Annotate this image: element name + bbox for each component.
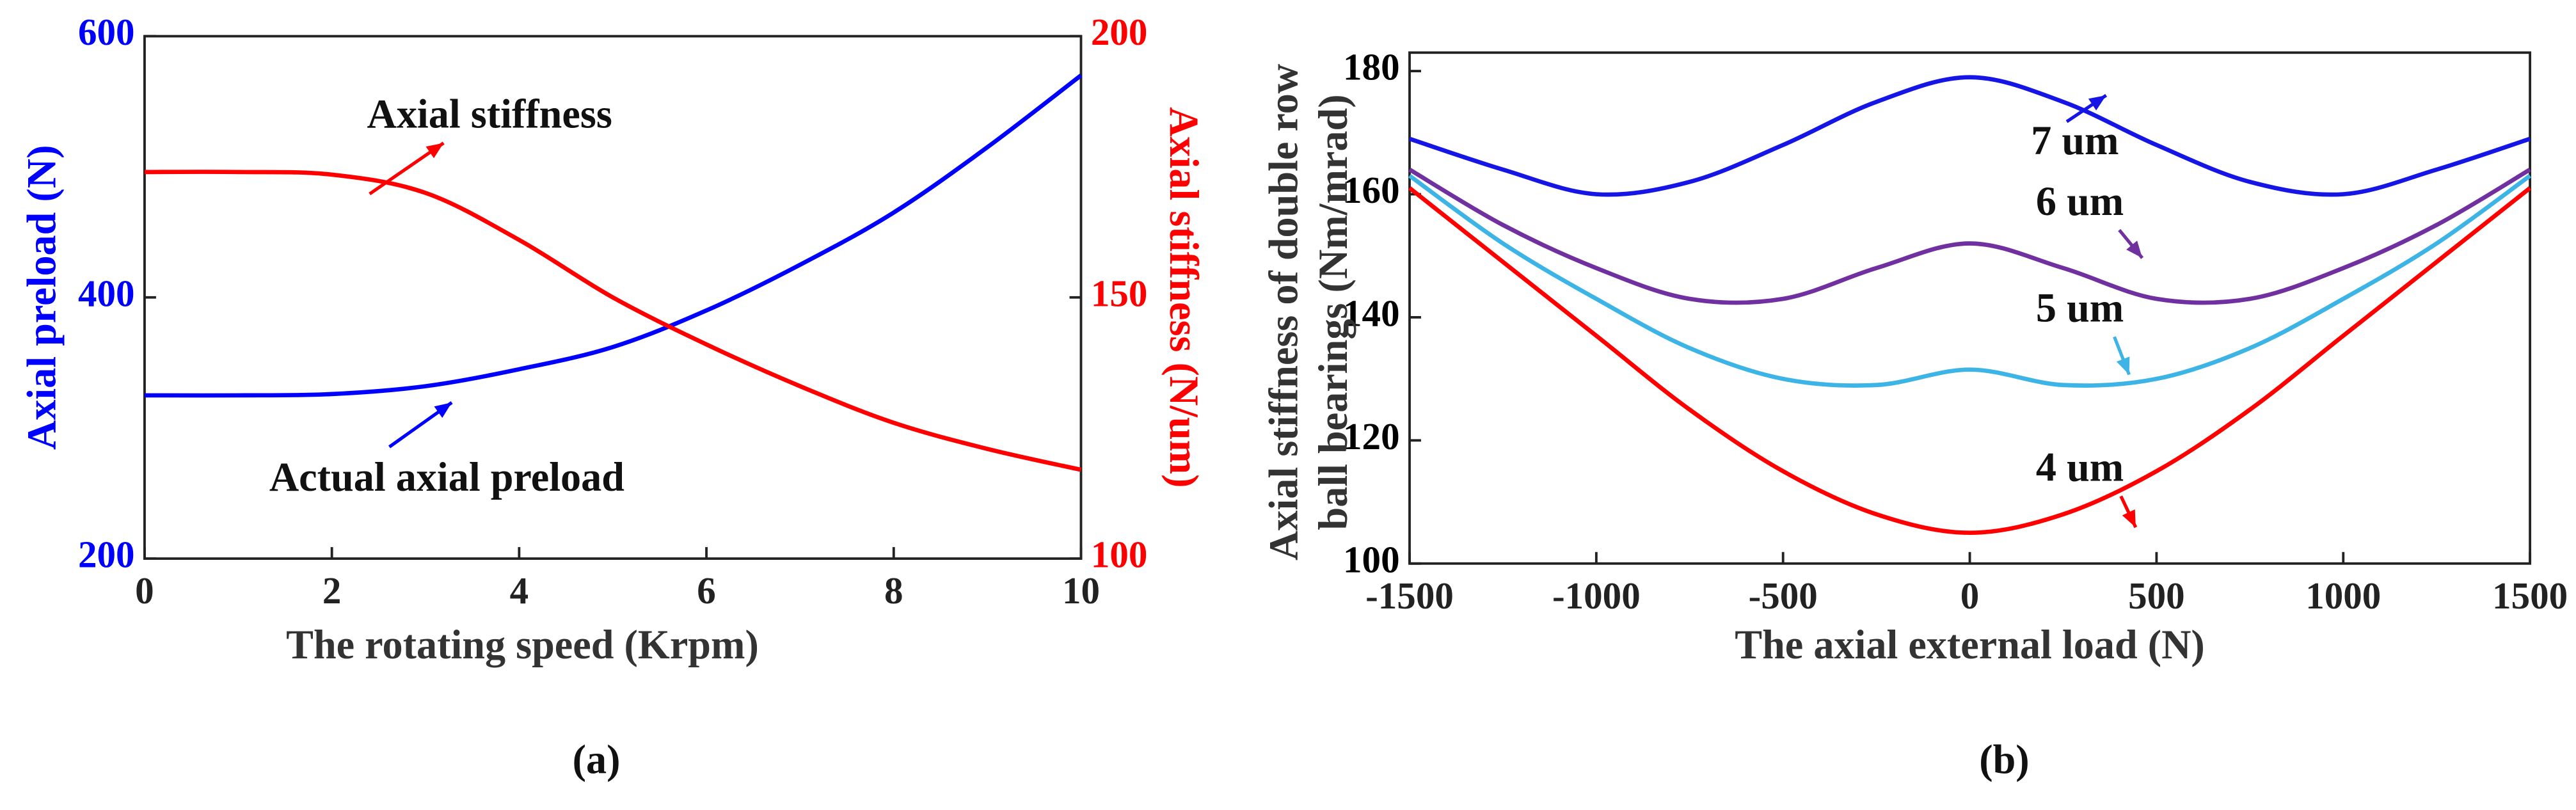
y-tick-label: 140: [1343, 292, 1400, 334]
y2-tick-label: 200: [1091, 11, 1148, 53]
y-tick-label: 400: [78, 272, 135, 314]
y-tick-label: 600: [78, 11, 135, 53]
y2-axis-label: Axial stiffness (N/um): [1161, 107, 1207, 488]
legend-label: 4 um: [2036, 445, 2124, 490]
series-line: [1408, 168, 2531, 305]
x-tick-label: 2: [322, 569, 342, 612]
x-axis-label: The axial external load (N): [1735, 622, 2205, 667]
series-line: [1408, 173, 2532, 388]
series-line: [144, 74, 1083, 398]
x-tick-label: -500: [1749, 575, 1818, 617]
x-tick-label: 6: [697, 569, 716, 612]
annotation: Actual axial preload: [269, 454, 624, 500]
series-line: [1408, 75, 2531, 197]
annotation: Axial stiffness: [367, 91, 612, 137]
arrow-head: [434, 402, 452, 418]
x-tick-label: 10: [1062, 569, 1100, 612]
x-tick-label: 8: [884, 569, 903, 612]
y-tick-label: 180: [1343, 46, 1400, 88]
y-tick-label: 120: [1343, 415, 1400, 457]
arrow-head: [2122, 509, 2136, 528]
legend-label: 5 um: [2036, 285, 2124, 331]
arrow-head: [2088, 95, 2106, 111]
y-axis-label: Axial stiffness of double row: [1261, 63, 1307, 560]
y-tick-label: 160: [1343, 169, 1400, 211]
x-tick-label: 0: [135, 569, 154, 612]
y2-tick-label: 100: [1091, 534, 1148, 576]
x-tick-label: -1500: [1365, 575, 1454, 617]
series-line: [144, 170, 1082, 472]
plot-frame: [1408, 51, 2532, 565]
series-line: [1408, 186, 2532, 536]
y-tick-label: 200: [78, 534, 135, 576]
x-axis-label: The rotating speed (Krpm): [286, 622, 759, 667]
legend-label: 6 um: [2036, 179, 2124, 224]
legend-label: 7 um: [2031, 118, 2119, 163]
y2-tick-label: 150: [1091, 272, 1148, 314]
x-tick-label: -1000: [1552, 575, 1641, 617]
arrow-head: [425, 143, 444, 159]
x-tick-label: 4: [510, 569, 529, 612]
x-tick-label: 1000: [2305, 575, 2381, 617]
x-tick-label: 0: [1960, 575, 1980, 617]
y-tick-label: 100: [1343, 538, 1400, 580]
caption: (b): [1979, 737, 2029, 782]
arrow-head: [2116, 356, 2130, 375]
arrow-head: [2126, 241, 2143, 258]
y-axis-label: ball bearings (Nm/mrad): [1310, 94, 1356, 530]
y-axis-label: Axial preload (N): [19, 145, 65, 450]
x-tick-label: 500: [2128, 575, 2185, 617]
caption: (a): [573, 737, 621, 782]
x-tick-label: 1500: [2492, 575, 2568, 617]
